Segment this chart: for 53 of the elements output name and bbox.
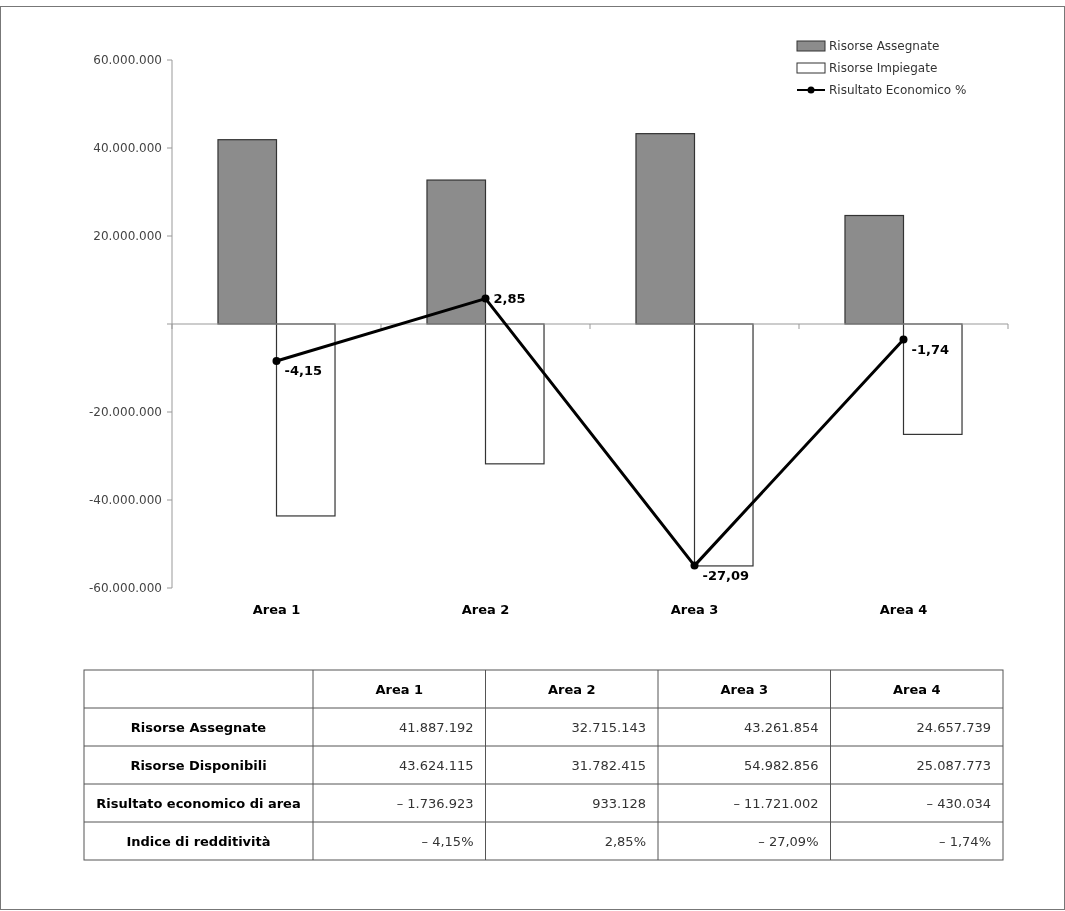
y-tick-label: -60.000.000: [88, 581, 162, 596]
x-tick-label: Area 2: [461, 602, 510, 617]
category-label: Risultato economico di area: [96, 795, 301, 811]
legend-label: Risorse Impiegate: [829, 61, 938, 76]
text: 31.782.415: [571, 757, 646, 773]
text: 32.715.143: [571, 719, 646, 735]
text: 54.982.856: [744, 757, 819, 773]
bar: [902, 323, 963, 435]
category-label: Risorse Assegnate: [130, 719, 267, 735]
text: – 1.736.923: [396, 795, 474, 811]
y-tick-label: 40.000.000: [93, 141, 162, 156]
data-label: -27,09: [702, 567, 750, 583]
category-label: Area 3: [720, 681, 769, 697]
text: 25.087.773: [916, 757, 991, 773]
point: [272, 357, 281, 366]
text: 24.657.739: [916, 719, 991, 735]
category-label: Area 2: [547, 681, 596, 697]
category-label: Risorse Disponibili: [130, 757, 267, 773]
text: 933.128: [592, 795, 646, 811]
category-label: Area 4: [892, 681, 941, 697]
y-tick-label: -20.000.000: [88, 405, 162, 420]
text: 2,85%: [604, 833, 646, 849]
bar: [844, 214, 905, 325]
point: [690, 561, 699, 570]
text: – 11.721.002: [733, 795, 819, 811]
data-label: -1,74: [911, 341, 949, 357]
x-tick-label: Area 4: [879, 602, 928, 617]
bar: [484, 323, 545, 465]
text: 43.261.854: [744, 719, 819, 735]
text: 41.887.192: [399, 719, 474, 735]
point: [899, 335, 908, 344]
data-label: 2,85: [493, 290, 526, 306]
point: [481, 294, 490, 303]
text: 43.624.115: [399, 757, 474, 773]
legend-label: Risultato Economico %: [829, 83, 967, 98]
bar: [275, 323, 336, 517]
bar: [217, 139, 278, 325]
text: – 27,09%: [758, 833, 819, 849]
bar: [635, 133, 696, 325]
category-label: Area 1: [375, 681, 424, 697]
text: – 1,74%: [939, 833, 991, 849]
bar: [693, 323, 754, 567]
bar: [426, 179, 487, 325]
y-tick-label: 60.000.000: [93, 53, 162, 68]
legend-label: Risorse Assegnate: [829, 39, 940, 54]
x-tick-label: Area 3: [670, 602, 719, 617]
text: – 4,15%: [421, 833, 474, 849]
x-tick-label: Area 1: [252, 602, 301, 617]
y-tick-label: 20.000.000: [93, 229, 162, 244]
text: – 430.034: [926, 795, 991, 811]
y-tick-label: -40.000.000: [88, 493, 162, 508]
category-label: Indice di redditività: [126, 833, 271, 849]
data-label: -4,15: [284, 363, 322, 379]
